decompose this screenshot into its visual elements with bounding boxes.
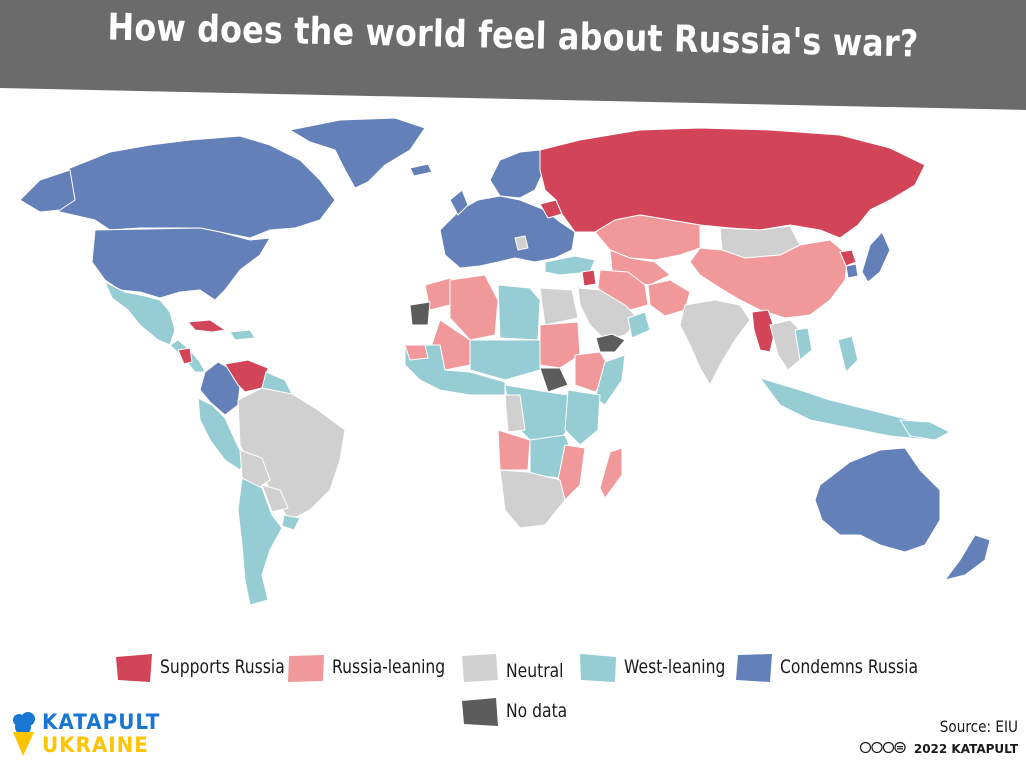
legend-label-no-data: No data <box>506 700 568 722</box>
region-mexico <box>104 281 176 346</box>
world-map <box>19 117 991 606</box>
region-senegal <box>404 344 429 361</box>
region-somalia <box>594 354 626 406</box>
region-canada <box>39 135 336 239</box>
region-scandinavia <box>489 149 546 199</box>
legend-label-russia-leaning: Russia-leaning <box>332 656 446 678</box>
legend-label-neutral: Neutral <box>506 660 564 682</box>
region-australia <box>814 447 941 553</box>
region-cuba <box>187 319 226 333</box>
copyright-text: 2022 KATAPULT <box>913 742 1018 756</box>
region-greenland <box>289 117 426 189</box>
logo-text-ukraine: UKRAINE <box>42 733 149 757</box>
region-uruguay <box>281 514 301 531</box>
region-angola <box>497 429 531 471</box>
region-vietnam <box>794 327 813 361</box>
region-serbia <box>514 235 529 251</box>
region-western-europe <box>439 195 576 269</box>
ice-cream-icon <box>13 712 35 756</box>
region-iceland <box>409 163 433 177</box>
banner-shape <box>0 0 1026 110</box>
region-arabia <box>577 287 641 341</box>
legend-label-supports-russia: Supports Russia <box>160 656 285 678</box>
region-south-korea <box>845 263 859 279</box>
legend-swatch-west-leaning <box>580 654 616 682</box>
region-niger-chad <box>469 339 541 381</box>
region-drc-west <box>504 394 526 433</box>
legend-swatch-supports-russia <box>116 654 152 682</box>
copyright: 2022 KATAPULT <box>859 742 1018 756</box>
region-oman <box>627 311 651 339</box>
region-yemen <box>595 333 626 353</box>
legend-swatch-no-data <box>462 698 498 726</box>
region-algeria <box>449 274 499 341</box>
region-india <box>679 299 751 386</box>
legend-label-condemns-russia: Condemns Russia <box>780 656 919 678</box>
region-mozambique <box>557 444 586 501</box>
region-sudan <box>539 321 581 369</box>
region-libya <box>497 284 541 341</box>
region-philippines <box>837 335 859 373</box>
region-western-sahara <box>409 301 431 326</box>
source-text: Source: EIU <box>939 717 1018 736</box>
legend: Supports Russia Russia-leaning Neutral W… <box>0 650 1026 730</box>
katapult-ukraine-logo: KATAPULT UKRAINE <box>10 710 210 760</box>
region-myanmar <box>751 309 776 353</box>
region-alaska <box>19 169 76 213</box>
region-new-guinea <box>899 419 951 441</box>
legend-swatch-condemns-russia <box>736 654 772 682</box>
region-russia <box>539 127 926 239</box>
region-caribbean <box>229 329 256 341</box>
legend-label-west-leaning: West-leaning <box>624 656 726 678</box>
region-southern-africa <box>499 469 566 529</box>
region-japan <box>861 231 891 283</box>
region-uk <box>449 189 469 216</box>
region-kenya-tz <box>564 389 601 446</box>
region-nicaragua <box>177 347 193 365</box>
region-madagascar <box>599 447 623 499</box>
region-china <box>689 239 849 319</box>
region-north-korea <box>839 249 857 267</box>
legend-swatch-russia-leaning <box>288 655 324 682</box>
cc-license-icon <box>859 742 906 753</box>
region-argentina <box>237 477 283 606</box>
region-new-zealand <box>944 534 991 581</box>
region-syria <box>581 269 597 287</box>
title-banner <box>0 0 1026 110</box>
region-south-sudan <box>539 367 569 393</box>
legend-swatch-neutral <box>462 654 498 682</box>
region-egypt <box>539 287 579 326</box>
logo-text-katapult: KATAPULT <box>42 710 161 734</box>
region-paraguay <box>261 484 289 513</box>
